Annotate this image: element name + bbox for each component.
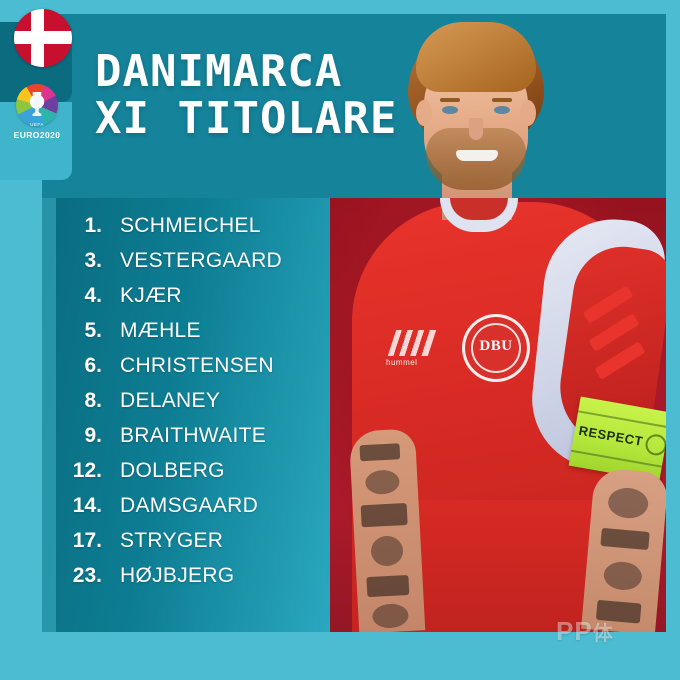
player-name: DELANEY <box>120 389 221 412</box>
lineup-row: 8. DELANEY <box>56 389 326 424</box>
player-number: 3. <box>84 249 102 272</box>
kit-brand-label: hummel <box>386 358 418 367</box>
player-eyebrow <box>440 98 460 102</box>
euro2020-logo-icon: UEFA EURO2020 <box>12 84 62 150</box>
player-name: STRYGER <box>120 529 224 552</box>
watermark-suffix: 体 <box>592 623 613 645</box>
panel-left-strip <box>42 198 56 632</box>
player-number: 17. <box>72 529 102 552</box>
jersey-torso <box>410 500 600 632</box>
lineup-row: 3. VESTERGAARD <box>56 249 326 284</box>
hummel-logo-icon <box>387 330 437 356</box>
player-number: 6. <box>84 354 102 377</box>
player-number: 14. <box>72 494 102 517</box>
player-name: CHRISTENSEN <box>120 354 274 377</box>
player-name: KJÆR <box>120 284 182 307</box>
title-line-1: DANIMARCA <box>95 46 343 97</box>
jersey-collar-inner <box>450 198 508 220</box>
dbu-crest-label: DBU <box>479 338 513 354</box>
player-number: 5. <box>84 319 102 342</box>
header-band <box>42 14 666 198</box>
player-ear <box>416 100 432 126</box>
title-line-2: XI TITOLARE <box>95 93 398 144</box>
player-name: BRAITHWAITE <box>120 424 267 447</box>
lineup-row: 14. DAMSGAARD <box>56 494 326 529</box>
page-title: DANIMARCA XI TITOLARE <box>95 48 425 142</box>
player-name: DAMSGAARD <box>120 494 259 517</box>
player-number: 8. <box>84 389 102 412</box>
lineup-row: 9. BRAITHWAITE <box>56 424 326 459</box>
denmark-flag-icon <box>14 9 72 67</box>
lineup-row: 12. DOLBERG <box>56 459 326 494</box>
lineup-list: 1. SCHMEICHEL 3. VESTERGAARD 4. KJÆR 5. MÆHLE 6.… <box>56 214 326 599</box>
player-name: HØJBJERG <box>120 564 235 587</box>
player-number: 4. <box>84 284 102 307</box>
player-name: VESTERGAARD <box>120 249 282 272</box>
player-name: DOLBERG <box>120 459 225 482</box>
player-nose <box>469 118 483 140</box>
lineup-row: 4. KJÆR <box>56 284 326 319</box>
player-hair-front <box>416 22 536 92</box>
player-number: 12. <box>72 459 102 482</box>
player-eye <box>494 106 510 114</box>
player-number: 23. <box>72 564 102 587</box>
euro2020-label: EURO2020 <box>13 130 61 140</box>
player-number: 9. <box>84 424 102 447</box>
player-right-arm <box>581 467 666 632</box>
player-name: MÆHLE <box>120 319 201 342</box>
lineup-row: 1. SCHMEICHEL <box>56 214 326 249</box>
player-left-arm <box>348 428 426 632</box>
lineup-row: 5. MÆHLE <box>56 319 326 354</box>
player-portrait: hummel DBU RESPECT <box>330 0 666 632</box>
player-eyebrow <box>492 98 512 102</box>
player-name: SCHMEICHEL <box>120 214 261 237</box>
euro2020-trophy-icon <box>32 92 42 116</box>
player-mouth <box>456 150 498 161</box>
player-eye <box>442 106 458 114</box>
lineup-row: 23. HØJBJERG <box>56 564 326 599</box>
player-number: 1. <box>84 214 102 237</box>
player-ear <box>520 100 536 126</box>
armband-label: RESPECT <box>577 422 645 449</box>
lineup-row: 17. STRYGER <box>56 529 326 564</box>
lineup-panel <box>42 198 330 632</box>
lineup-row: 6. CHRISTENSEN <box>56 354 326 389</box>
dbu-crest-icon: DBU <box>462 314 530 382</box>
watermark-text: PP <box>556 616 593 646</box>
euro2020-uefa-label: UEFA <box>30 122 44 127</box>
watermark-logo: PP体 <box>556 616 613 647</box>
